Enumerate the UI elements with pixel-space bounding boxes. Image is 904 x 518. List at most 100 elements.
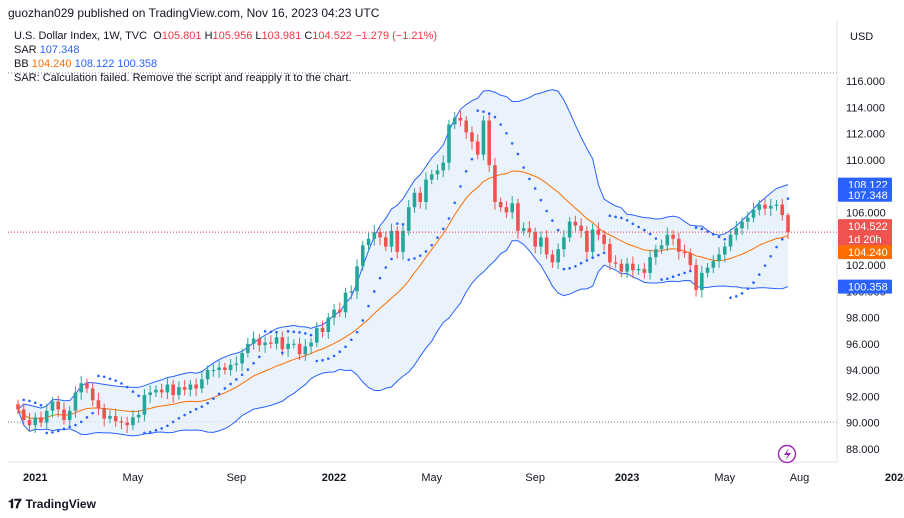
sar-dot <box>229 382 232 386</box>
sar-dot <box>304 332 307 335</box>
legend-low: 103.981 <box>261 30 302 42</box>
candle-body <box>44 410 49 423</box>
candle <box>544 230 549 260</box>
candle <box>521 222 526 236</box>
sar-dot <box>476 109 480 112</box>
candle-body <box>90 388 95 401</box>
candle <box>217 360 221 378</box>
currency-label[interactable]: USD <box>850 31 873 43</box>
sar-dot <box>666 277 669 281</box>
candle <box>768 198 773 217</box>
sar-dot <box>22 398 26 402</box>
tradingview-brand: TradingView <box>25 497 96 511</box>
legend-open: 105.801 <box>161 30 202 42</box>
candle <box>740 217 744 235</box>
legend-sar-row[interactable]: SAR 107.348 <box>14 43 437 57</box>
candle-body <box>56 401 61 410</box>
candle-body <box>412 192 417 208</box>
candle-body <box>194 384 198 389</box>
candle-body <box>705 267 710 273</box>
candle-body <box>556 249 560 263</box>
sar-dot <box>74 423 77 427</box>
candle-body <box>269 342 273 344</box>
candle-body <box>297 343 302 355</box>
sar-dot <box>591 256 594 259</box>
bb-upper-line <box>17 89 789 410</box>
candle-body <box>636 268 641 271</box>
sar-dot <box>183 413 186 417</box>
tag-bb-mid-bg <box>838 245 892 260</box>
legend-symbol[interactable]: U.S. Dollar Index, 1W, TVC <box>14 30 148 42</box>
candle <box>142 389 147 422</box>
candle-body <box>619 263 624 272</box>
candle-body <box>763 204 767 209</box>
sar-dot <box>263 330 267 333</box>
candle-body <box>33 417 38 426</box>
sar-dot <box>85 416 89 419</box>
candle <box>642 263 647 279</box>
candle-body <box>119 421 124 423</box>
candle <box>16 399 20 415</box>
candle <box>441 155 446 178</box>
candle <box>366 232 371 251</box>
legend-bb-row[interactable]: BB 104.240 108.122 100.358 <box>14 57 437 71</box>
candle <box>458 110 463 127</box>
candle <box>73 386 78 418</box>
legend-open-label: O <box>153 30 162 42</box>
candle-body <box>665 234 670 246</box>
tag-countdown-text: 1d 20h <box>848 234 882 246</box>
candle-body <box>280 337 285 350</box>
sar-dot <box>68 425 72 429</box>
candle-body <box>62 409 66 420</box>
sar-dot <box>700 227 704 231</box>
sar-dot <box>384 266 388 269</box>
sar-dot <box>620 216 623 220</box>
sar-dot <box>166 424 169 428</box>
sar-dots <box>22 109 790 435</box>
candle <box>360 240 365 271</box>
sar-dot <box>453 201 457 205</box>
candle <box>412 188 417 213</box>
candle <box>757 199 762 216</box>
sar-dot <box>240 373 244 377</box>
candle-body <box>211 370 216 372</box>
y-tick-label: 110.000 <box>846 155 885 167</box>
sar-dot <box>217 392 221 396</box>
candle <box>102 403 106 427</box>
tag-countdown: 1d 20h <box>838 232 892 247</box>
sar-dot <box>367 304 370 308</box>
candle-body <box>688 253 693 265</box>
tradingview-footer[interactable]: 𝟏𝟕 TradingView <box>8 496 96 512</box>
candle <box>682 244 687 258</box>
candle-body <box>648 257 652 273</box>
sar-dot <box>286 330 290 333</box>
sar-dot <box>729 296 732 300</box>
candle <box>303 339 308 362</box>
x-tick-label: May <box>421 472 442 484</box>
candle <box>292 339 296 349</box>
candle <box>665 227 670 251</box>
sar-dot <box>648 232 652 236</box>
lightning-icon[interactable] <box>777 444 797 464</box>
candle <box>728 228 733 252</box>
candle-body <box>722 246 727 255</box>
legend-bb-upper: 108.122 <box>74 58 115 70</box>
y-tick-label: 114.000 <box>846 102 885 114</box>
candle <box>182 379 187 396</box>
candle-body <box>774 204 779 206</box>
candle <box>562 230 566 257</box>
candle <box>154 385 158 397</box>
sar-dot <box>551 219 554 222</box>
candle <box>406 199 411 236</box>
sar-dot <box>91 411 95 415</box>
candle-body <box>372 232 377 239</box>
candle-body <box>567 221 572 238</box>
candle <box>39 411 43 428</box>
sar-dot <box>177 417 181 420</box>
sar-dot <box>223 387 227 390</box>
candle-body <box>768 205 773 209</box>
sar-dot <box>625 218 629 222</box>
candle <box>131 410 135 430</box>
sar-dot <box>574 264 577 268</box>
